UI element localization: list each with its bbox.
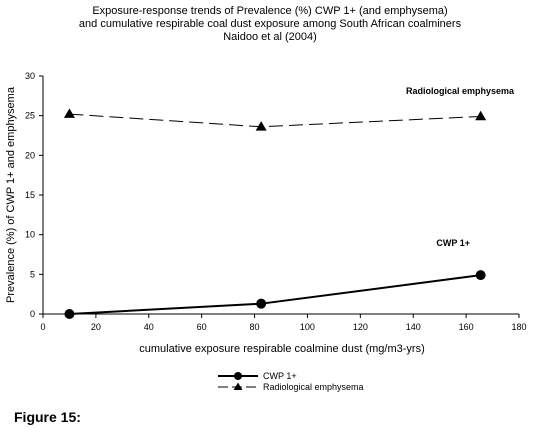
annotations: CWP 1+ Radiological emphysema: [406, 86, 515, 248]
y-axis-label: Prevalence (%) of CWP 1+ and emphysema: [5, 86, 17, 303]
legend-label: Radiological emphysema: [263, 382, 364, 392]
axes: 0 20 40 60 80 100 120 140 160 180 0 5 10 15 20 25 30: [25, 71, 527, 332]
series-annotation: CWP 1+: [436, 238, 470, 248]
x-tick-label: 100: [300, 322, 315, 332]
title-line-1: Exposure-response trends of Prevalence (…: [92, 5, 447, 17]
data-point: [475, 270, 486, 281]
title-line-3: Naidoo et al (2004): [223, 31, 317, 43]
figure-label: Figure 15:: [14, 409, 81, 425]
series-line: [69, 113, 481, 128]
y-tick-label: 30: [25, 71, 35, 81]
series-annotation: Radiological emphysema: [406, 86, 515, 96]
data-point: [256, 298, 267, 309]
y-tick-label: 25: [25, 111, 35, 121]
x-tick-label: 20: [91, 322, 101, 332]
x-tick-label: 120: [353, 322, 368, 332]
x-tick-label: 0: [40, 322, 45, 332]
legend-label: CWP 1+: [263, 371, 297, 381]
plot-area: [63, 108, 487, 319]
series-line: [69, 274, 481, 315]
legend: CWP 1+Radiological emphysema: [218, 371, 364, 392]
y-tick-label: 10: [25, 230, 35, 240]
legend-marker: [233, 382, 243, 391]
chart: Exposure-response trends of Prevalence (…: [5, 5, 527, 392]
y-tick-label: 5: [30, 269, 35, 279]
x-tick-label: 180: [511, 322, 526, 332]
y-tick-label: 15: [25, 190, 35, 200]
x-tick-label: 60: [197, 322, 207, 332]
x-tick-label: 140: [406, 322, 421, 332]
y-tick-label: 20: [25, 150, 35, 160]
y-tick-label: 0: [30, 309, 35, 319]
x-axis-label: cumulative exposure respirable coalmine …: [139, 343, 425, 355]
data-point: [63, 108, 75, 118]
title-line-2: and cumulative respirable coal dust expo…: [79, 18, 462, 30]
x-tick-label: 40: [144, 322, 154, 332]
legend-marker: [234, 372, 242, 380]
data-point: [475, 110, 487, 121]
data-point: [255, 121, 267, 131]
chart-title: Exposure-response trends of Prevalence (…: [79, 5, 462, 43]
data-point: [64, 309, 75, 319]
x-tick-label: 80: [250, 322, 260, 332]
x-tick-label: 160: [459, 322, 474, 332]
